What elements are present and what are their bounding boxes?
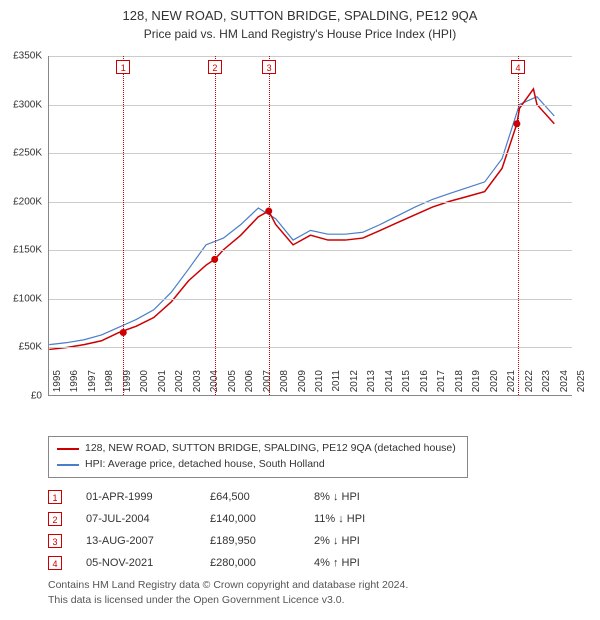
x-axis-label: 2006 bbox=[244, 370, 255, 400]
attribution-line: Contains HM Land Registry data © Crown c… bbox=[48, 578, 408, 593]
x-axis-label: 2019 bbox=[471, 370, 482, 400]
transaction-table: 1 01-APR-1999 £64,500 8% ↓ HPI 2 07-JUL-2004 £… bbox=[48, 486, 394, 574]
transaction-price: £280,000 bbox=[210, 557, 290, 569]
transaction-diff: 11% ↓ HPI bbox=[314, 513, 394, 525]
table-row: 4 05-NOV-2021 £280,000 4% ↑ HPI bbox=[48, 552, 394, 574]
table-row: 1 01-APR-1999 £64,500 8% ↓ HPI bbox=[48, 486, 394, 508]
page-subtitle: Price paid vs. HM Land Registry's House … bbox=[0, 27, 600, 41]
y-axis-label: £350K bbox=[2, 51, 42, 62]
x-axis-label: 2024 bbox=[559, 370, 570, 400]
x-axis-label: 2025 bbox=[576, 370, 587, 400]
page-title: 128, NEW ROAD, SUTTON BRIDGE, SPALDING, … bbox=[0, 8, 600, 23]
gridline bbox=[49, 202, 572, 203]
transaction-diff: 2% ↓ HPI bbox=[314, 535, 394, 547]
transaction-price: £64,500 bbox=[210, 491, 290, 503]
x-axis-label: 1995 bbox=[52, 370, 63, 400]
y-axis-label: £200K bbox=[2, 196, 42, 207]
marker-box: 3 bbox=[262, 60, 276, 74]
marker-line bbox=[518, 56, 519, 395]
y-axis-label: £250K bbox=[2, 148, 42, 159]
y-axis-label: £50K bbox=[2, 342, 42, 353]
attribution: Contains HM Land Registry data © Crown c… bbox=[48, 578, 408, 607]
x-axis-label: 2023 bbox=[541, 370, 552, 400]
marker-line bbox=[123, 56, 124, 395]
gridline bbox=[49, 56, 572, 57]
attribution-line: This data is licensed under the Open Gov… bbox=[48, 593, 408, 608]
gridline bbox=[49, 250, 572, 251]
legend-row: 128, NEW ROAD, SUTTON BRIDGE, SPALDING, … bbox=[57, 441, 459, 457]
x-axis-label: 2016 bbox=[419, 370, 430, 400]
gridline bbox=[49, 105, 572, 106]
series-line bbox=[49, 97, 554, 345]
marker-line bbox=[215, 56, 216, 395]
transaction-diff: 8% ↓ HPI bbox=[314, 491, 394, 503]
transaction-date: 13-AUG-2007 bbox=[86, 535, 186, 547]
price-chart: £0£50K£100K£150K£200K£250K£300K£350K1995… bbox=[48, 56, 572, 396]
sale-point bbox=[513, 120, 520, 127]
y-axis-label: £100K bbox=[2, 293, 42, 304]
chart-svg bbox=[49, 56, 572, 395]
y-axis-label: £150K bbox=[2, 245, 42, 256]
transaction-date: 07-JUL-2004 bbox=[86, 513, 186, 525]
x-axis-label: 2018 bbox=[454, 370, 465, 400]
x-axis-label: 2020 bbox=[489, 370, 500, 400]
x-axis-label: 2015 bbox=[401, 370, 412, 400]
x-axis-label: 2010 bbox=[314, 370, 325, 400]
x-axis-label: 2001 bbox=[157, 370, 168, 400]
marker-number: 3 bbox=[48, 534, 62, 548]
transaction-price: £189,950 bbox=[210, 535, 290, 547]
transaction-date: 01-APR-1999 bbox=[86, 491, 186, 503]
marker-box: 2 bbox=[208, 60, 222, 74]
legend-label: 128, NEW ROAD, SUTTON BRIDGE, SPALDING, … bbox=[85, 441, 456, 457]
x-axis-label: 2021 bbox=[506, 370, 517, 400]
gridline bbox=[49, 347, 572, 348]
x-axis-label: 1996 bbox=[69, 370, 80, 400]
x-axis-label: 2007 bbox=[262, 370, 273, 400]
x-axis-label: 2017 bbox=[436, 370, 447, 400]
marker-line bbox=[269, 56, 270, 395]
legend: 128, NEW ROAD, SUTTON BRIDGE, SPALDING, … bbox=[48, 436, 468, 478]
gridline bbox=[49, 299, 572, 300]
marker-box: 4 bbox=[511, 60, 525, 74]
table-row: 2 07-JUL-2004 £140,000 11% ↓ HPI bbox=[48, 508, 394, 530]
title-block: 128, NEW ROAD, SUTTON BRIDGE, SPALDING, … bbox=[0, 0, 600, 41]
gridline bbox=[49, 153, 572, 154]
table-row: 3 13-AUG-2007 £189,950 2% ↓ HPI bbox=[48, 530, 394, 552]
transaction-date: 05-NOV-2021 bbox=[86, 557, 186, 569]
y-axis-label: £300K bbox=[2, 99, 42, 110]
x-axis-label: 2013 bbox=[366, 370, 377, 400]
x-axis-label: 2002 bbox=[174, 370, 185, 400]
legend-row: HPI: Average price, detached house, Sout… bbox=[57, 457, 459, 473]
x-axis-label: 2022 bbox=[524, 370, 535, 400]
legend-swatch bbox=[57, 464, 79, 466]
x-axis-label: 2008 bbox=[279, 370, 290, 400]
marker-number: 4 bbox=[48, 556, 62, 570]
x-axis-label: 2014 bbox=[384, 370, 395, 400]
marker-number: 1 bbox=[48, 490, 62, 504]
legend-swatch bbox=[57, 448, 79, 450]
transaction-diff: 4% ↑ HPI bbox=[314, 557, 394, 569]
x-axis-label: 1997 bbox=[87, 370, 98, 400]
marker-number: 2 bbox=[48, 512, 62, 526]
y-axis-label: £0 bbox=[2, 391, 42, 402]
x-axis-label: 2000 bbox=[139, 370, 150, 400]
legend-label: HPI: Average price, detached house, Sout… bbox=[85, 457, 325, 473]
chart-container: 128, NEW ROAD, SUTTON BRIDGE, SPALDING, … bbox=[0, 0, 600, 620]
x-axis-label: 2011 bbox=[331, 370, 342, 400]
marker-box: 1 bbox=[116, 60, 130, 74]
x-axis-label: 2012 bbox=[349, 370, 360, 400]
transaction-price: £140,000 bbox=[210, 513, 290, 525]
x-axis-label: 2009 bbox=[297, 370, 308, 400]
series-line bbox=[49, 89, 554, 350]
x-axis-label: 2005 bbox=[227, 370, 238, 400]
x-axis-label: 2003 bbox=[192, 370, 203, 400]
x-axis-label: 1998 bbox=[104, 370, 115, 400]
